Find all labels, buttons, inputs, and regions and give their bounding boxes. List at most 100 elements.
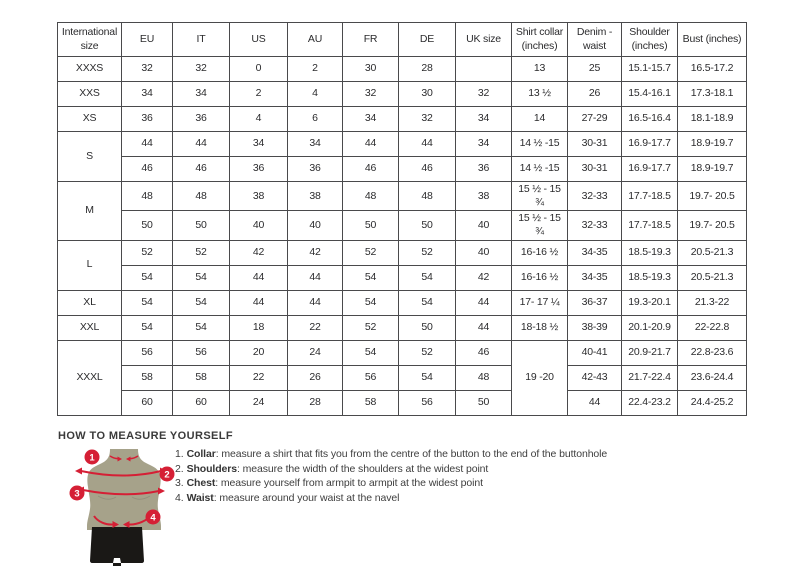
size-cell: 22.8-23.6 [677, 339, 747, 366]
svg-text:1: 1 [89, 452, 95, 463]
size-cell: 50 [398, 314, 456, 341]
size-cell: 52 [342, 314, 399, 341]
size-cell: 6 [287, 106, 343, 132]
size-cell: 20.5-21.3 [677, 239, 747, 266]
table-row: 54 54 44 44 54 54 42 16-16 ½ 34-35 18.5-19.3 20.5-… [58, 264, 747, 291]
size-cell: 52 [398, 239, 456, 266]
column-header: UK size [455, 22, 512, 57]
size-cell: 52 [342, 239, 399, 266]
size-cell: 42-43 [567, 364, 622, 391]
size-cell: 16.9-17.7 [621, 131, 678, 157]
column-header: FR [342, 22, 399, 57]
size-cell: 46 [342, 156, 399, 182]
table-row: XXL 54 54 18 22 52 50 44 18-18 ½ 38-39 20.1-20.9 22… [57, 314, 747, 341]
step-text: : measure a shirt that fits you from the… [215, 448, 608, 460]
size-cell: 58 [121, 364, 173, 391]
size-cell: 17.3-18.1 [677, 81, 747, 107]
size-cell: 32-33 [567, 210, 622, 241]
table-row: M 48 48 38 38 48 48 38 15 ½ - 15 ¾ 32-33 17.7-18.5… [57, 180, 747, 241]
size-cell: 54 [172, 264, 230, 291]
mannequin-illustration: 1 2 3 4 [64, 446, 178, 566]
size-cell: 36-37 [567, 289, 622, 316]
step-number: 4. [175, 491, 184, 504]
size-cell: 44 [455, 289, 512, 316]
step-text: : measure around your waist at the navel [213, 491, 400, 504]
size-cell: 52 [121, 239, 173, 266]
how-to-measure-title: HOW TO MEASURE YOURSELF [58, 430, 234, 442]
size-cell: 32 [342, 81, 399, 107]
size-cell: 52 [172, 239, 230, 266]
size-cell: 15 ½ - 15 ¾ [511, 180, 568, 212]
size-cell: 44 [229, 264, 288, 291]
size-cell: 16-16 ½ [511, 239, 568, 266]
size-cell: 38 [229, 180, 288, 212]
size-cell: 56 [172, 339, 230, 366]
size-cell: 54 [121, 264, 173, 291]
size-cell: 20.1-20.9 [621, 314, 678, 341]
size-cell: 48 [398, 180, 456, 212]
size-cell: 36 [172, 106, 230, 132]
mannequin-svg: 1 2 3 4 [69, 449, 175, 566]
international-size-cell: XXXS [57, 56, 122, 82]
size-table-head-row: International size EU IT US AU FR DE UK size Shi… [57, 22, 747, 57]
size-cell: 54 [121, 289, 173, 316]
size-cell: 60 [121, 389, 173, 416]
measure-marker-1: 1 [84, 449, 100, 465]
measure-instructions-list: 1. Collar: measure a shirt that fits you … [175, 449, 607, 507]
size-cell: 18.5-19.3 [621, 239, 678, 266]
size-cell: 16.5-16.4 [621, 106, 678, 132]
column-header: Shirt collar (inches) [511, 22, 568, 57]
measure-step: 1. Collar: measure a shirt that fits you … [175, 449, 607, 460]
size-cell: 40 [455, 239, 512, 266]
international-size-cell: S [57, 131, 122, 182]
size-cell: 46 [398, 156, 456, 182]
size-cell: 34 [172, 81, 230, 107]
svg-text:2: 2 [164, 469, 169, 480]
size-cell: 24.4-25.2 [677, 389, 747, 416]
size-cell: 34-35 [567, 264, 622, 291]
step-label: Shoulders [186, 462, 238, 475]
international-size-cell: XXL [57, 314, 122, 341]
size-cell: 15.4-16.1 [621, 81, 678, 107]
size-cell: 21.7-22.4 [621, 364, 678, 391]
column-header: International size [57, 22, 122, 57]
size-cell: 16-16 ½ [511, 264, 568, 291]
size-cell: 15.1-15.7 [621, 56, 678, 82]
collar-measure-arrow-icon [109, 455, 139, 462]
size-cell: 30 [398, 81, 456, 107]
size-cell: 32-33 [567, 180, 622, 212]
table-row: L 52 52 42 42 52 52 40 16-16 ½ 34-35 18.5-19.3 20.5… [57, 239, 747, 291]
size-cell: 2 [229, 81, 288, 107]
size-cell: 46 [455, 339, 512, 366]
size-cell: 32 [121, 56, 173, 82]
size-cell: 4 [229, 106, 288, 132]
measure-marker-4: 4 [145, 509, 161, 525]
table-row: XXXL 56 56 20 24 54 52 46 19 -20 40-41 20.9-21.7 22… [57, 339, 747, 416]
size-cell: 40 [455, 210, 512, 241]
size-cell: 26 [567, 81, 622, 107]
size-cell: 42 [455, 264, 512, 291]
size-cell: 22 [229, 364, 288, 391]
mannequin-torso [87, 449, 161, 530]
international-size-cell: XXXL [57, 339, 122, 416]
table-row: 58 58 22 26 56 54 48 42-43 21.7-22.4 23.6-24.4 [58, 364, 747, 391]
size-cell: 20 [229, 339, 288, 366]
size-cell: 18.9-19.7 [677, 131, 747, 157]
size-cell: 44 [287, 264, 343, 291]
size-cell: 17.7-18.5 [621, 180, 678, 212]
size-cell: 18.5-19.3 [621, 264, 678, 291]
size-cell: 38-39 [567, 314, 622, 341]
size-cell: 19.3-20.1 [621, 289, 678, 316]
column-header: Denim - waist [567, 22, 622, 57]
size-cell: 54 [172, 314, 230, 341]
size-cell: 54 [342, 264, 399, 291]
measure-step: 3. Chest: measure yourself from armpit to… [175, 478, 607, 489]
size-cell: 38 [287, 180, 343, 212]
size-cell: 50 [398, 210, 456, 241]
size-cell: 50 [342, 210, 399, 241]
size-cell: 18.9-19.7 [677, 156, 747, 182]
size-cell: 32 [398, 106, 456, 132]
international-size-cell: XXS [57, 81, 122, 107]
svg-text:3: 3 [74, 488, 79, 499]
size-cell: 40 [229, 210, 288, 241]
